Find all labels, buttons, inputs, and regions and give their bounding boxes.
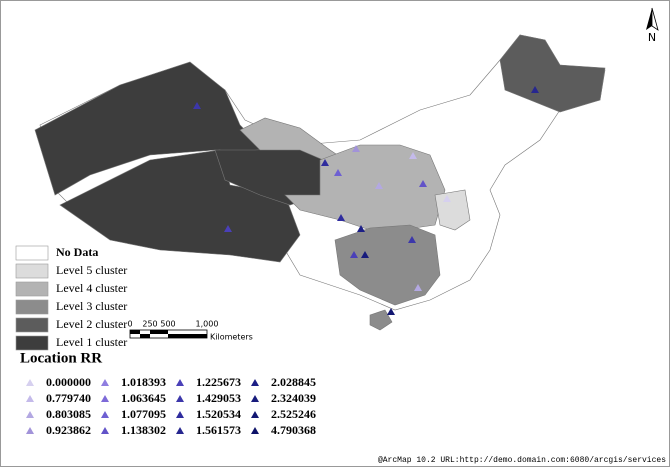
rr-value: 2.525246	[271, 407, 316, 421]
triangle-symbol	[101, 395, 109, 402]
triangle-symbol	[26, 395, 34, 402]
triangle-symbol	[26, 427, 34, 434]
triangle-symbol	[375, 182, 383, 189]
rr-value: 0.779740	[46, 391, 91, 405]
rr-value: 1.429053	[196, 391, 241, 405]
triangle-symbol	[26, 411, 34, 418]
region-level2	[499, 34, 606, 113]
triangle-symbol	[387, 308, 395, 315]
triangle-symbol	[531, 86, 539, 93]
triangle-symbol	[176, 411, 184, 418]
north-arrow: N	[646, 7, 659, 44]
legend-label: Level 4 cluster	[56, 281, 127, 295]
triangle-symbol	[176, 379, 184, 386]
legend-label: Level 5 cluster	[56, 263, 127, 277]
legend-swatch	[15, 317, 49, 333]
triangle-symbol	[176, 395, 184, 402]
triangle-symbol	[334, 169, 342, 176]
triangle-symbol	[419, 180, 427, 187]
rr-value: 2.028845	[271, 375, 316, 389]
triangle-symbol	[321, 159, 329, 166]
scale-tick: 250	[142, 320, 157, 329]
rr-value: 4.790368	[271, 423, 316, 437]
rr-value: 1.063645	[121, 391, 166, 405]
map	[34, 34, 606, 331]
rr-value: 1.561573	[196, 423, 241, 437]
rr-value: 0.803085	[46, 407, 91, 421]
triangle-symbol	[408, 236, 416, 243]
triangle-symbol	[224, 225, 232, 232]
triangle-symbol	[101, 411, 109, 418]
region-level1	[59, 149, 301, 263]
triangle-symbol	[251, 427, 259, 434]
scale-tick: 1,000	[196, 320, 219, 329]
triangle-symbol	[350, 251, 358, 258]
region-level3	[369, 309, 393, 331]
legend-swatch	[15, 263, 49, 279]
triangle-symbol	[193, 102, 201, 109]
legend-swatch	[15, 281, 49, 297]
triangle-symbol	[26, 379, 34, 386]
scale-tick: 0	[127, 320, 132, 329]
rr-legend: 0.000000 0.779740 0.803085 0.923862 1.018393…	[26, 375, 316, 437]
triangle-symbol	[337, 214, 345, 221]
triangle-symbol	[352, 145, 360, 152]
rr-value: 0.000000	[46, 375, 91, 389]
rr-value: 2.324039	[271, 391, 316, 405]
legend-swatch	[15, 299, 49, 315]
triangle-symbol	[357, 225, 365, 232]
triangle-symbol	[361, 251, 369, 258]
legend-swatch	[15, 245, 49, 261]
scale-tick: 500	[160, 320, 175, 329]
triangle-symbol	[251, 411, 259, 418]
triangle-symbol	[414, 284, 422, 291]
legend-label: Level 2 cluster	[56, 317, 127, 331]
legend: No Data Level 5 cluster Level 4 cluster Lev…	[15, 245, 127, 351]
triangle-symbol	[409, 152, 417, 159]
triangle-symbol	[176, 427, 184, 434]
triangle-symbol	[101, 427, 109, 434]
region-level3	[334, 224, 441, 306]
region-level5	[434, 189, 471, 231]
footer: @ArcMap 10.2 URL:http://demo.domain.com:…	[378, 456, 666, 465]
triangle-symbol	[443, 195, 451, 202]
rr-value: 1.077095	[121, 407, 166, 421]
north-label: N	[648, 31, 656, 44]
rr-value: 1.520534	[196, 407, 241, 421]
rr-value: 1.225673	[196, 375, 241, 389]
rr-value: 0.923862	[46, 423, 91, 437]
rr-value: 1.018393	[121, 375, 166, 389]
triangle-symbol	[251, 379, 259, 386]
scale-unit: Kilometers	[210, 333, 253, 342]
scale-bar: 0 250 500 1,000 Kilometers	[127, 320, 252, 342]
legend-swatch	[15, 335, 49, 351]
legend-label: Level 3 cluster	[56, 299, 127, 313]
triangle-symbol	[101, 379, 109, 386]
map-points	[193, 86, 539, 315]
rr-title: Location RR	[20, 350, 102, 366]
legend-label: Level 1 cluster	[56, 335, 127, 349]
triangle-symbol	[251, 395, 259, 402]
rr-value: 1.138302	[121, 423, 166, 437]
legend-label: No Data	[56, 245, 98, 259]
